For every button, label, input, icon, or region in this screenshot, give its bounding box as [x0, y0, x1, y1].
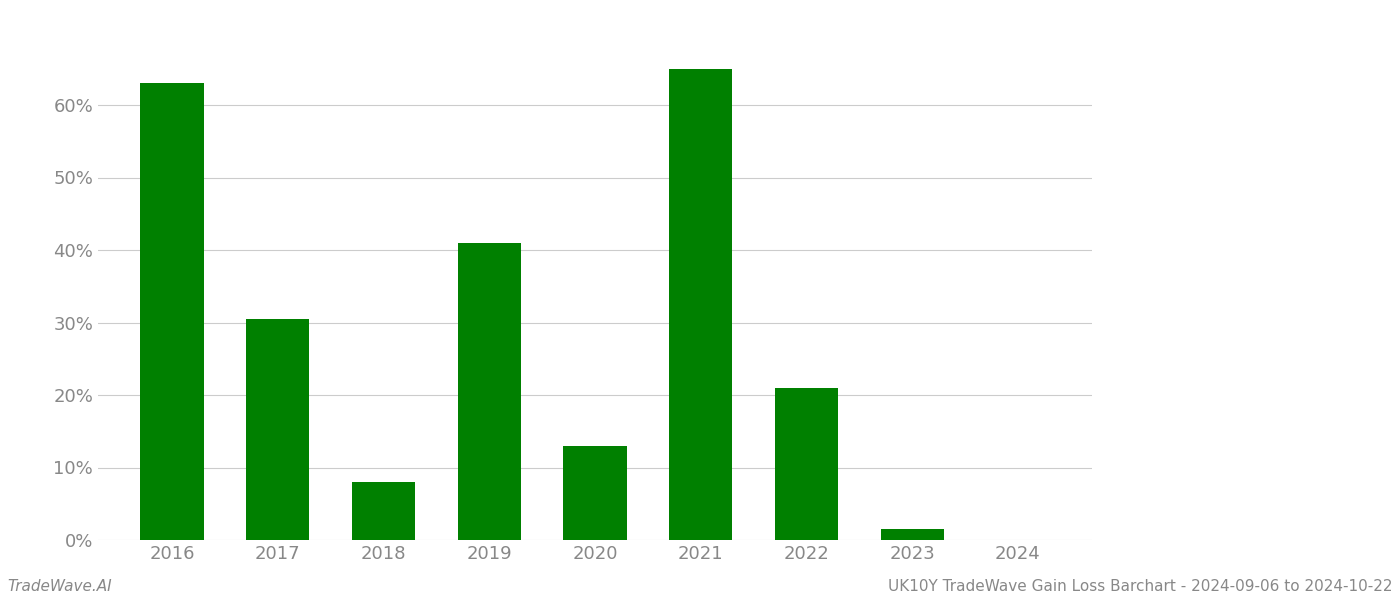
Bar	[458, 243, 521, 540]
Bar	[246, 319, 309, 540]
Bar	[774, 388, 839, 540]
Text: TradeWave.AI: TradeWave.AI	[7, 579, 112, 594]
Text: UK10Y TradeWave Gain Loss Barchart - 2024-09-06 to 2024-10-22: UK10Y TradeWave Gain Loss Barchart - 202…	[889, 579, 1393, 594]
Bar	[140, 83, 204, 540]
Bar	[881, 529, 944, 540]
Bar	[563, 446, 627, 540]
Bar	[669, 69, 732, 540]
Bar	[351, 482, 416, 540]
